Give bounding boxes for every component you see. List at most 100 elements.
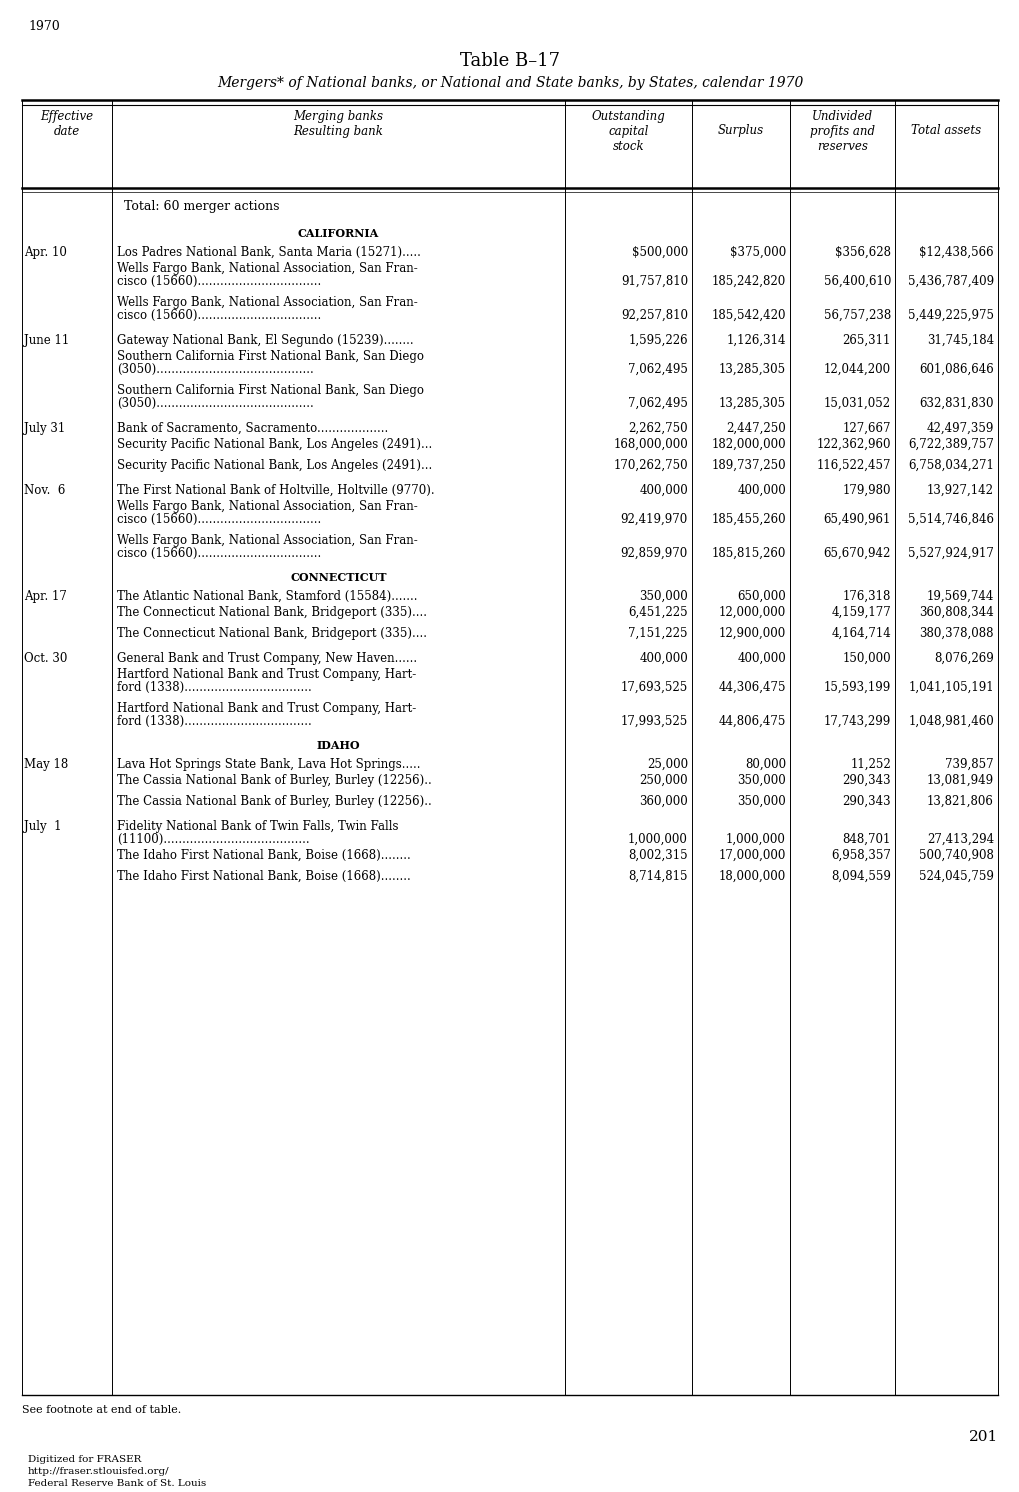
Text: Bank of Sacramento, Sacramento...................: Bank of Sacramento, Sacramento..........… [117,422,388,436]
Text: 5,514,746,846: 5,514,746,846 [907,513,994,527]
Text: Southern California First National Bank, San Diego: Southern California First National Bank,… [117,383,424,397]
Text: $12,438,566: $12,438,566 [918,246,994,260]
Text: 290,343: 290,343 [842,774,891,786]
Text: 150,000: 150,000 [842,652,891,665]
Text: 12,044,200: 12,044,200 [823,363,891,376]
Text: CALIFORNIA: CALIFORNIA [298,228,379,239]
Text: Federal Reserve Bank of St. Louis: Federal Reserve Bank of St. Louis [28,1479,206,1488]
Text: 92,419,970: 92,419,970 [621,513,688,527]
Text: 201: 201 [968,1429,997,1444]
Text: Total: 60 merger actions: Total: 60 merger actions [124,200,279,213]
Text: 65,490,961: 65,490,961 [822,513,891,527]
Text: $356,628: $356,628 [835,246,891,260]
Text: 91,757,810: 91,757,810 [621,275,688,288]
Text: Total assets: Total assets [911,124,980,137]
Text: 185,542,420: 185,542,420 [711,309,786,322]
Text: 5,527,924,917: 5,527,924,917 [907,548,994,560]
Text: 1,048,981,460: 1,048,981,460 [907,715,994,728]
Text: Fidelity National Bank of Twin Falls, Twin Falls: Fidelity National Bank of Twin Falls, Tw… [117,821,398,833]
Text: 2,262,750: 2,262,750 [628,422,688,436]
Text: 5,436,787,409: 5,436,787,409 [907,275,994,288]
Text: Mergers* of National banks, or National and State banks, by States, calendar 197: Mergers* of National banks, or National … [217,76,802,90]
Text: Table B–17: Table B–17 [460,52,559,70]
Text: 65,670,942: 65,670,942 [822,548,891,560]
Text: July  1: July 1 [24,821,61,833]
Text: Oct. 30: Oct. 30 [24,652,67,665]
Text: Wells Fargo Bank, National Association, San Fran-: Wells Fargo Bank, National Association, … [117,263,418,275]
Text: 12,900,000: 12,900,000 [718,627,786,640]
Text: Undivided
profits and
reserves: Undivided profits and reserves [809,110,874,154]
Text: cisco (15660).................................: cisco (15660)...........................… [117,513,321,527]
Text: 18,000,000: 18,000,000 [718,870,786,883]
Text: 185,242,820: 185,242,820 [711,275,786,288]
Text: 122,362,960: 122,362,960 [815,439,891,451]
Text: 15,593,199: 15,593,199 [823,680,891,694]
Text: The Idaho First National Bank, Boise (1668)........: The Idaho First National Bank, Boise (16… [117,870,411,883]
Text: The First National Bank of Holtville, Holtville (9770).: The First National Bank of Holtville, Ho… [117,483,434,497]
Text: 80,000: 80,000 [744,758,786,771]
Text: Nov.  6: Nov. 6 [24,483,65,497]
Text: 6,758,034,271: 6,758,034,271 [907,460,994,471]
Text: 8,076,269: 8,076,269 [933,652,994,665]
Text: 848,701: 848,701 [842,833,891,846]
Text: The Atlantic National Bank, Stamford (15584).......: The Atlantic National Bank, Stamford (15… [117,589,417,603]
Text: 5,449,225,975: 5,449,225,975 [907,309,994,322]
Text: 44,806,475: 44,806,475 [718,715,786,728]
Text: 290,343: 290,343 [842,795,891,809]
Text: 176,318: 176,318 [842,589,891,603]
Text: Digitized for FRASER: Digitized for FRASER [28,1455,142,1464]
Text: 1,000,000: 1,000,000 [726,833,786,846]
Text: 8,714,815: 8,714,815 [628,870,688,883]
Text: Apr. 17: Apr. 17 [24,589,67,603]
Text: 400,000: 400,000 [639,483,688,497]
Text: July 31: July 31 [24,422,65,436]
Text: 127,667: 127,667 [842,422,891,436]
Text: 185,815,260: 185,815,260 [711,548,786,560]
Text: Security Pacific National Bank, Los Angeles (2491)...: Security Pacific National Bank, Los Ange… [117,460,432,471]
Text: Hartford National Bank and Trust Company, Hart-: Hartford National Bank and Trust Company… [117,668,416,680]
Text: Apr. 10: Apr. 10 [24,246,67,260]
Text: $375,000: $375,000 [729,246,786,260]
Text: 400,000: 400,000 [639,652,688,665]
Text: 185,455,260: 185,455,260 [710,513,786,527]
Text: 17,693,525: 17,693,525 [621,680,688,694]
Text: 1,041,105,191: 1,041,105,191 [908,680,994,694]
Text: 4,164,714: 4,164,714 [830,627,891,640]
Text: The Cassia National Bank of Burley, Burley (12256)..: The Cassia National Bank of Burley, Burl… [117,795,431,809]
Text: 25,000: 25,000 [646,758,688,771]
Text: 1,126,314: 1,126,314 [726,334,786,348]
Text: (3050)..........................................: (3050)..................................… [117,363,314,376]
Text: 13,285,305: 13,285,305 [718,397,786,410]
Text: ford (1338)..................................: ford (1338).............................… [117,715,312,728]
Text: ford (1338)..................................: ford (1338).............................… [117,680,312,694]
Text: The Connecticut National Bank, Bridgeport (335)....: The Connecticut National Bank, Bridgepor… [117,627,427,640]
Text: 27,413,294: 27,413,294 [926,833,994,846]
Text: 56,757,238: 56,757,238 [823,309,891,322]
Text: 601,086,646: 601,086,646 [918,363,994,376]
Text: 1,000,000: 1,000,000 [628,833,688,846]
Text: 6,958,357: 6,958,357 [830,849,891,862]
Text: 182,000,000: 182,000,000 [710,439,786,451]
Text: 31,745,184: 31,745,184 [926,334,994,348]
Text: May 18: May 18 [24,758,68,771]
Text: Southern California First National Bank, San Diego: Southern California First National Bank,… [117,351,424,363]
Text: 13,081,949: 13,081,949 [926,774,994,786]
Text: 17,743,299: 17,743,299 [823,715,891,728]
Text: Surplus: Surplus [717,124,763,137]
Text: General Bank and Trust Company, New Haven......: General Bank and Trust Company, New Have… [117,652,417,665]
Text: 17,000,000: 17,000,000 [718,849,786,862]
Text: 400,000: 400,000 [737,652,786,665]
Text: The Idaho First National Bank, Boise (1668)........: The Idaho First National Bank, Boise (16… [117,849,411,862]
Text: 179,980: 179,980 [842,483,891,497]
Text: 168,000,000: 168,000,000 [612,439,688,451]
Text: Merging banks
Resulting bank: Merging banks Resulting bank [293,110,383,137]
Text: 42,497,359: 42,497,359 [925,422,994,436]
Text: 1,595,226: 1,595,226 [628,334,688,348]
Text: 2,447,250: 2,447,250 [726,422,786,436]
Text: 116,522,457: 116,522,457 [815,460,891,471]
Text: Hartford National Bank and Trust Company, Hart-: Hartford National Bank and Trust Company… [117,703,416,715]
Text: See footnote at end of table.: See footnote at end of table. [22,1405,181,1414]
Text: 12,000,000: 12,000,000 [718,606,786,619]
Text: 11,252: 11,252 [850,758,891,771]
Text: 650,000: 650,000 [737,589,786,603]
